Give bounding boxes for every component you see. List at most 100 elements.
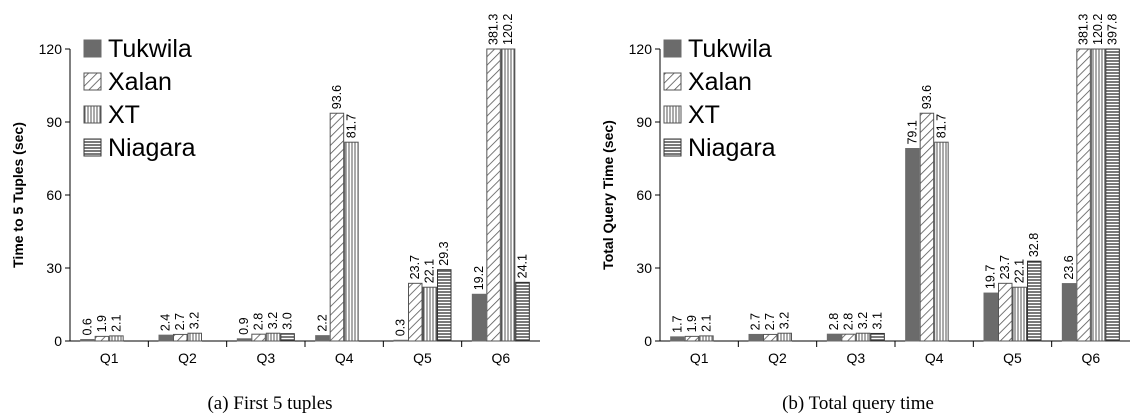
y-tick-label: 30 [46, 260, 62, 276]
legend-label-xt: XT [108, 101, 140, 129]
y-tick-label: 90 [46, 114, 62, 130]
data-label: 2.7 [173, 313, 187, 330]
data-label: 2.1 [109, 314, 123, 331]
data-label: 79.1 [905, 120, 919, 144]
bar-xalan-q1 [684, 335, 700, 342]
data-label: 2.8 [252, 313, 266, 330]
legend-label-xt: XT [688, 101, 720, 129]
y-tick-label: 30 [636, 260, 652, 276]
bar-xalan-q3 [841, 333, 856, 342]
data-label: 0.6 [80, 318, 94, 335]
data-label: 381.3 [487, 14, 501, 45]
data-label: 19.2 [472, 266, 486, 290]
bar-xt-q6 [500, 48, 516, 342]
legend-swatch-xalan [83, 72, 102, 91]
bar-niagara-q3 [870, 332, 885, 342]
x-tick-label: Q1 [100, 350, 119, 366]
bar-tukwila-q3 [826, 333, 842, 342]
legend: Tukwila Xalan XT Niagara [83, 35, 196, 162]
data-label: 3.0 [281, 312, 295, 329]
data-label: 381.3 [1077, 14, 1091, 45]
bar-xalan-q4 [329, 112, 345, 342]
data-label: 3.2 [188, 312, 202, 329]
y-tick-label: 60 [636, 187, 652, 203]
data-label: 19.7 [984, 265, 998, 289]
bar-xt-q5 [1012, 286, 1027, 342]
data-label: 23.6 [1062, 255, 1076, 279]
data-label: 2.2 [315, 314, 329, 331]
data-label: 0.3 [394, 319, 408, 336]
data-label: 22.1 [423, 259, 437, 283]
data-label: 2.7 [749, 313, 763, 330]
data-label: 0.9 [237, 317, 251, 334]
data-label: 2.4 [159, 314, 173, 331]
data-label: 397.8 [1106, 14, 1120, 45]
bar-xt-q2 [777, 332, 792, 342]
data-label: 3.2 [856, 312, 870, 329]
bar-niagara-q6 [1105, 48, 1120, 342]
data-label: 2.1 [699, 314, 713, 331]
data-label: 32.8 [1027, 233, 1041, 257]
bar-tukwila-q6 [1061, 283, 1077, 342]
data-label: 29.3 [437, 241, 451, 265]
x-tick-label: Q5 [1003, 350, 1022, 366]
bar-xt-q5 [422, 286, 437, 342]
legend-label-tukwila: Tukwila [108, 35, 192, 63]
x-tick-label: Q4 [335, 350, 354, 366]
y-tick-label: 0 [644, 333, 652, 349]
y-axis-label: Total Query Time (sec) [600, 120, 616, 270]
bar-xalan-q6 [486, 48, 501, 342]
data-label: 1.7 [670, 315, 684, 332]
x-tick-label: Q1 [690, 350, 709, 366]
y-axis-label: Time to 5 Tuples (sec) [10, 122, 26, 268]
x-tick-label: Q5 [413, 350, 432, 366]
bar-xalan-q3 [251, 333, 266, 342]
bar-xt-q6 [1090, 48, 1106, 342]
legend-swatch-niagara [83, 138, 102, 157]
bar-tukwila-q3 [236, 338, 252, 342]
legend-label-tukwila: Tukwila [688, 35, 772, 63]
bar-tukwila-q6 [471, 293, 487, 342]
legend: Tukwila Xalan XT Niagara [663, 35, 776, 162]
bar-xalan-q2 [173, 333, 188, 342]
bar-xalan-q1 [94, 335, 110, 342]
x-tick-label: Q3 [256, 350, 275, 366]
x-tick-label: Q2 [768, 350, 787, 366]
data-label: 22.1 [1013, 259, 1027, 283]
legend-label-xalan: Xalan [688, 68, 752, 96]
chart-caption: (a) First 5 tuples [207, 393, 332, 414]
data-label: 2.8 [842, 313, 856, 330]
y-tick-label: 120 [629, 41, 653, 57]
data-label: 2.7 [763, 313, 777, 330]
bar-xt-q2 [187, 332, 202, 342]
data-label: 120.2 [501, 14, 515, 45]
bar-xt-q4 [934, 141, 949, 342]
bar-tukwila-q5 [393, 339, 408, 342]
bar-tukwila-q2 [158, 334, 173, 342]
x-tick-label: Q3 [846, 350, 865, 366]
data-label: 93.6 [920, 85, 934, 109]
legend-swatch-xt [663, 105, 682, 124]
bar-xt-q3 [265, 332, 281, 342]
bar-tukwila-q4 [905, 148, 920, 342]
data-label: 2.8 [827, 313, 841, 330]
chart-total-query-time: Total Query Time (sec) (b) Total query t… [600, 14, 1130, 414]
bar-tukwila-q5 [983, 292, 998, 342]
bar-tukwila-q1 [670, 336, 685, 342]
y-tick-label: 90 [636, 114, 652, 130]
data-label: 3.1 [871, 312, 885, 329]
x-tick-label: Q6 [1081, 350, 1100, 366]
legend-swatch-tukwila [83, 39, 102, 58]
data-label: 23.7 [408, 255, 422, 279]
data-label: 81.7 [934, 114, 948, 138]
data-label: 24.1 [516, 254, 530, 278]
bar-niagara-q6 [515, 281, 530, 342]
x-tick-label: Q2 [178, 350, 197, 366]
legend-swatch-niagara [663, 138, 682, 157]
legend-label-niagara: Niagara [108, 134, 196, 162]
data-label: 3.2 [266, 312, 280, 329]
bar-tukwila-q2 [748, 333, 763, 342]
bar-xalan-q4 [919, 112, 935, 342]
data-label: 3.2 [778, 312, 792, 329]
